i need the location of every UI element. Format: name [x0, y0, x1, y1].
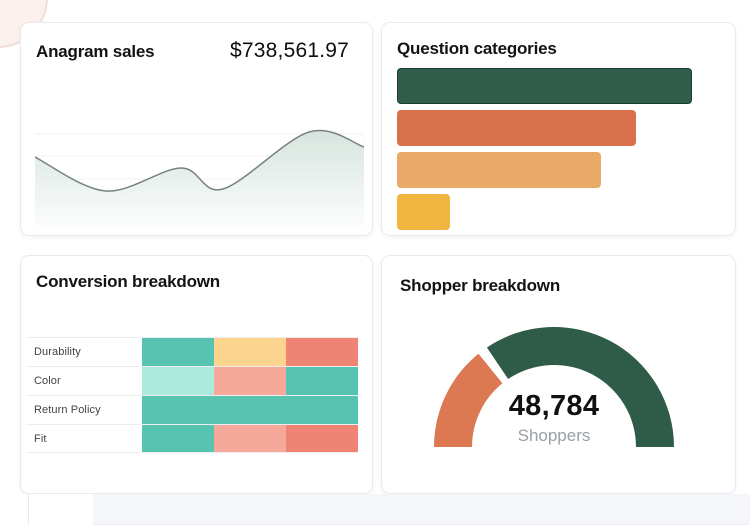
card-conversion-breakdown: Conversion breakdown Durability Color Retu…	[20, 255, 373, 494]
category-bar-3[interactable]	[397, 152, 601, 188]
heatmap-row: Return Policy	[26, 395, 358, 424]
heatmap-row-label: Fit	[34, 432, 47, 445]
heatmap-row-label: Return Policy	[34, 404, 101, 416]
shoppers-card-title: Shopper breakdown	[400, 276, 561, 295]
gauge-center-text: 48,784 Shoppers	[454, 390, 654, 446]
heatmap-cell[interactable]	[214, 338, 286, 366]
heatmap-cell[interactable]	[142, 367, 214, 395]
heatmap-cell[interactable]	[286, 425, 358, 452]
heatmap-cell[interactable]	[286, 367, 358, 395]
heatmap-row-label: Color	[34, 375, 61, 387]
heatmap-cell[interactable]	[214, 367, 286, 395]
gauge-green-segment[interactable]	[486, 326, 674, 447]
shopper-gauge-svg	[434, 326, 674, 447]
shopper-gauge-chart	[414, 322, 694, 452]
conversion-card-title: Conversion breakdown	[36, 272, 220, 291]
heatmap-cell[interactable]	[286, 396, 358, 424]
heatmap-row-label: Durability	[34, 346, 81, 358]
sales-total-value: $738,561.97	[230, 39, 349, 62]
card-question-categories: Question categories	[381, 22, 736, 236]
category-bar-1[interactable]	[397, 68, 693, 104]
gauge-orange-segment[interactable]	[434, 353, 503, 447]
categories-card-title: Question categories	[397, 39, 557, 58]
bottom-strip	[0, 494, 750, 525]
conversion-heatmap: Durability Color Return Policy Fit	[26, 337, 358, 453]
shopper-count-value: 48,784	[508, 390, 600, 422]
shopper-count-label: Shoppers	[517, 426, 591, 445]
card-shopper-breakdown: Shopper breakdown 48,784 Shoppers	[381, 255, 736, 494]
heatmap-cell[interactable]	[142, 425, 214, 452]
sales-area-chart-svg[interactable]	[35, 126, 364, 226]
heatmap-cell[interactable]	[214, 396, 286, 424]
heatmap-row: Durability	[26, 337, 358, 366]
sales-card-header: Anagram sales $738,561.97	[21, 23, 372, 63]
heatmap-cell[interactable]	[142, 396, 214, 424]
sales-card-title: Anagram sales	[36, 42, 155, 61]
category-bar-4[interactable]	[397, 194, 451, 230]
card-anagram-sales: Anagram sales $738,561.97	[20, 22, 373, 236]
strip-gray-band	[93, 494, 750, 525]
strip-white-cell	[28, 494, 93, 525]
heatmap-cell[interactable]	[214, 425, 286, 452]
heatmap-row: Color	[26, 366, 358, 395]
category-bar-2[interactable]	[397, 110, 637, 146]
sales-area-chart[interactable]	[35, 126, 364, 226]
heatmap-row: Fit	[26, 424, 358, 453]
question-categories-bar-chart	[397, 68, 720, 236]
heatmap-cell[interactable]	[142, 338, 214, 366]
heatmap-cell[interactable]	[286, 338, 358, 366]
